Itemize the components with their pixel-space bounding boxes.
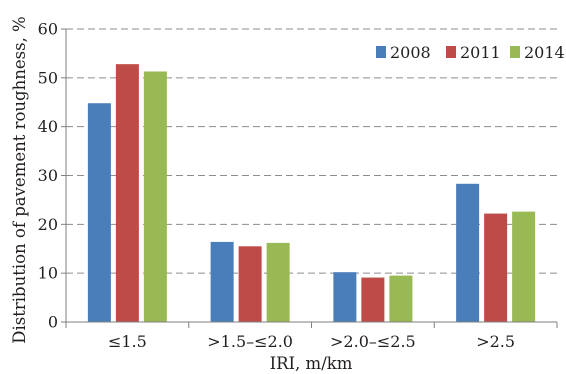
x-tick-label: >1.5–≤2.0	[207, 332, 293, 351]
y-axis-title: Distribution of pavement roughness, %	[10, 16, 29, 344]
bar-2014	[143, 71, 167, 322]
y-tick-label: 60	[38, 20, 58, 39]
bar-2008	[333, 272, 357, 322]
y-tick-label: 20	[38, 215, 58, 234]
bar-2008	[456, 183, 480, 322]
y-tick-label: 40	[38, 117, 58, 136]
bar-2014	[389, 275, 413, 322]
legend-label-2008: 2008	[390, 43, 431, 62]
y-tick-label: 50	[38, 68, 58, 87]
gridlines	[66, 28, 557, 274]
legend-label-2014: 2014	[524, 43, 565, 62]
legend-swatch-2011	[446, 46, 456, 58]
bar-2008	[210, 241, 234, 322]
legend-swatch-2008	[376, 46, 386, 58]
y-tick-label: 0	[48, 313, 58, 332]
x-tick-label: >2.5	[476, 332, 515, 351]
y-tick-label: 30	[38, 166, 58, 185]
legend-label-2011: 2011	[460, 43, 501, 62]
x-tick-label: ≤1.5	[108, 332, 147, 351]
y-tick-label: 10	[38, 264, 58, 283]
bar-2011	[361, 277, 385, 322]
bar-2008	[87, 103, 111, 322]
bar-2014	[266, 242, 290, 322]
bar-2011	[238, 246, 262, 322]
y-tick-labels: 0 10 20 30 40 50 60	[38, 20, 58, 332]
legend: 2008 2011 2014	[376, 43, 565, 62]
x-tick-labels: ≤1.5 >1.5–≤2.0 >2.0–≤2.5 >2.5	[108, 332, 515, 351]
bar-series	[87, 64, 536, 322]
bar-2011	[484, 213, 508, 322]
bar-2011	[115, 64, 139, 322]
legend-swatch-2014	[510, 46, 520, 58]
axes	[61, 28, 558, 328]
x-axis-title: IRI, m/km	[270, 354, 353, 373]
x-tick-label: >2.0–≤2.5	[330, 332, 416, 351]
bar-2014	[512, 211, 536, 322]
